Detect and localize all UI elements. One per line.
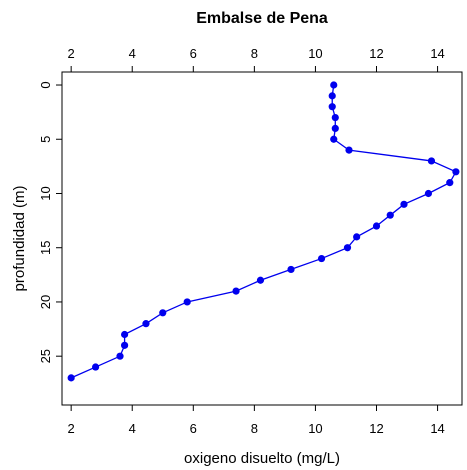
x-tick-label-top: 10 — [308, 46, 322, 61]
data-point — [330, 81, 338, 89]
data-point — [256, 276, 265, 284]
data-point — [317, 254, 326, 263]
x-tick-label-top: 2 — [68, 46, 75, 61]
axes: 2 2 4 4 6 6 8 8 10 10 12 12 14 14 0 5 10 15 20 25 — [38, 46, 445, 436]
data-point — [353, 233, 361, 241]
data-point — [331, 124, 339, 133]
data-point — [328, 92, 336, 100]
x-tick-label-bottom: 12 — [369, 421, 383, 436]
data-point — [142, 320, 150, 328]
data-point — [120, 330, 129, 339]
data-point — [372, 222, 381, 230]
data-point — [67, 374, 75, 382]
series-layer — [67, 81, 460, 382]
y-tick-label: 10 — [38, 186, 53, 200]
data-point — [159, 309, 167, 317]
data-point — [331, 113, 339, 122]
data-point — [400, 200, 408, 208]
x-tick-label-top: 12 — [369, 46, 383, 61]
data-point — [183, 298, 191, 306]
data-point — [328, 103, 336, 111]
y-tick-label: 20 — [38, 295, 53, 309]
x-tick-label-top: 6 — [190, 46, 197, 61]
data-point — [116, 352, 124, 360]
data-point — [345, 146, 353, 154]
y-tick-label: 25 — [38, 349, 53, 363]
data-point — [330, 135, 338, 143]
series-line — [70, 84, 457, 379]
x-tick-label-bottom: 6 — [190, 421, 197, 436]
chart-title: Embalse de Pena — [196, 10, 328, 27]
data-point — [232, 287, 240, 295]
x-tick-label-bottom: 2 — [68, 421, 75, 436]
x-tick-label-bottom: 14 — [430, 421, 444, 436]
data-point — [120, 341, 129, 349]
plot-frame — [61, 71, 463, 406]
x-tick-label-bottom: 10 — [308, 421, 322, 436]
y-axis-label: profundidad (m) — [11, 186, 28, 292]
data-point — [91, 363, 100, 371]
data-point — [287, 265, 295, 274]
data-point — [386, 211, 394, 219]
data-point — [343, 244, 352, 252]
data-point — [446, 179, 454, 187]
x-tick-label-bottom: 8 — [251, 421, 258, 436]
data-point — [424, 189, 433, 198]
x-tick-label-top: 8 — [251, 46, 258, 61]
y-tick-label: 15 — [38, 240, 53, 254]
data-point — [452, 168, 460, 176]
x-tick-label-bottom: 4 — [129, 421, 136, 436]
x-tick-label-top: 4 — [129, 46, 136, 61]
x-axis-label: oxigeno disuelto (mg/L) — [184, 450, 340, 467]
y-tick-label: 5 — [38, 136, 53, 143]
x-tick-label-top: 14 — [430, 46, 444, 61]
y-tick-label: 0 — [38, 81, 53, 88]
data-point — [427, 157, 436, 165]
